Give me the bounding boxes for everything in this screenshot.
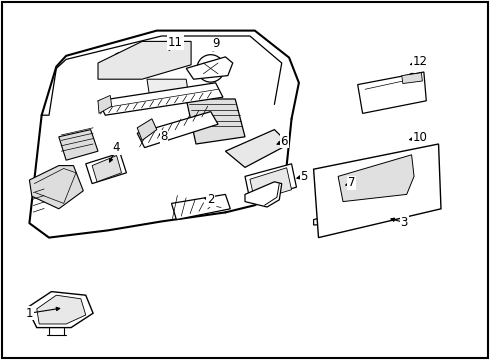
Text: 4: 4 bbox=[113, 141, 121, 154]
Circle shape bbox=[203, 61, 218, 76]
Text: 3: 3 bbox=[400, 216, 408, 229]
Polygon shape bbox=[370, 207, 385, 216]
Polygon shape bbox=[86, 153, 126, 184]
Text: 10: 10 bbox=[413, 131, 428, 144]
Polygon shape bbox=[172, 194, 230, 220]
Polygon shape bbox=[27, 292, 93, 328]
Polygon shape bbox=[314, 205, 385, 225]
Polygon shape bbox=[98, 95, 112, 113]
Polygon shape bbox=[137, 112, 218, 148]
Polygon shape bbox=[338, 155, 414, 202]
Polygon shape bbox=[250, 168, 292, 201]
Text: 1: 1 bbox=[25, 307, 33, 320]
Text: 5: 5 bbox=[300, 170, 308, 183]
Polygon shape bbox=[37, 295, 86, 324]
Polygon shape bbox=[147, 79, 189, 95]
Text: 7: 7 bbox=[348, 176, 356, 189]
Polygon shape bbox=[137, 119, 157, 140]
Polygon shape bbox=[98, 83, 223, 115]
Text: 6: 6 bbox=[280, 135, 288, 148]
Polygon shape bbox=[29, 166, 83, 209]
Polygon shape bbox=[59, 130, 98, 160]
Polygon shape bbox=[245, 182, 282, 207]
Polygon shape bbox=[186, 57, 233, 79]
Text: 8: 8 bbox=[160, 130, 168, 143]
Text: 11: 11 bbox=[168, 36, 183, 49]
Text: 12: 12 bbox=[413, 55, 428, 68]
Polygon shape bbox=[186, 99, 245, 144]
Polygon shape bbox=[225, 130, 289, 167]
Polygon shape bbox=[245, 164, 296, 200]
Polygon shape bbox=[318, 171, 402, 207]
Text: 9: 9 bbox=[212, 37, 220, 50]
Polygon shape bbox=[98, 41, 191, 79]
Polygon shape bbox=[402, 73, 422, 84]
Polygon shape bbox=[92, 156, 122, 182]
Polygon shape bbox=[314, 144, 441, 238]
Polygon shape bbox=[358, 72, 426, 113]
Text: 2: 2 bbox=[207, 193, 215, 206]
